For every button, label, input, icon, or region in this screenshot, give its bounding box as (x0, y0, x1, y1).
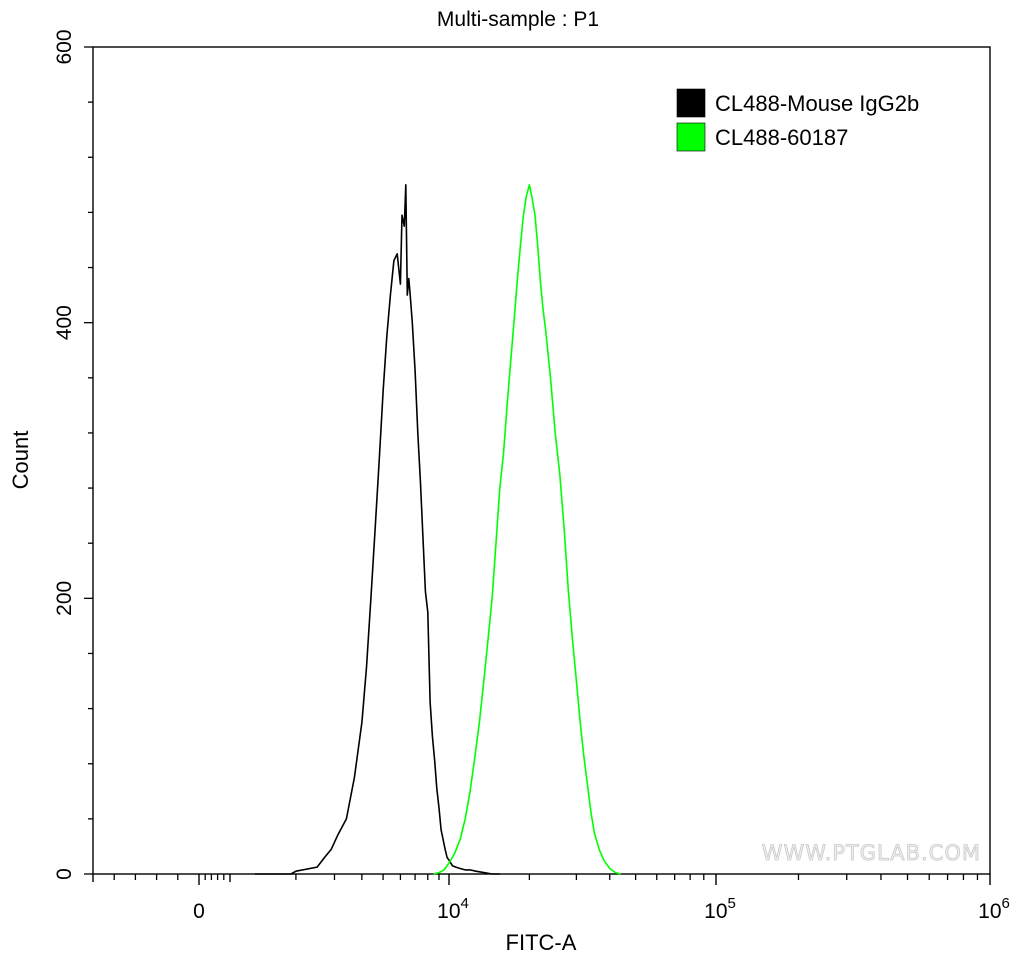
series-layer (255, 184, 622, 875)
legend-swatch (676, 122, 706, 152)
y-axis-label: Count (8, 431, 33, 490)
legend: CL488-Mouse IgG2b CL488-60187 (676, 88, 919, 152)
x-tick-label: 106 (978, 895, 1010, 923)
x-axis-ticks: 0 104 105 106 (92, 874, 1010, 923)
y-tick-label: 400 (53, 305, 76, 340)
legend-swatch (676, 88, 706, 118)
series-line-1 (255, 184, 500, 875)
y-tick-label: 200 (53, 581, 76, 616)
y-tick-label: 0 (53, 868, 76, 880)
x-axis-label: FITC-A (506, 930, 577, 955)
plot-area (92, 46, 991, 875)
legend-label: CL488-Mouse IgG2b (715, 91, 919, 116)
plot-border (92, 46, 991, 875)
watermark-text: WWW.PTGLAB.COM (762, 841, 981, 865)
chart-title: Multi-sample : P1 (437, 8, 599, 31)
x-tick-label: 0 (193, 900, 205, 923)
x-tick-label: 105 (704, 895, 736, 923)
legend-label: CL488-60187 (715, 125, 848, 150)
y-axis-ticks: 0 200 400 600 (53, 29, 93, 880)
series-line-2 (433, 184, 622, 875)
x-tick-label: 104 (437, 895, 469, 923)
y-tick-label: 600 (53, 29, 76, 64)
